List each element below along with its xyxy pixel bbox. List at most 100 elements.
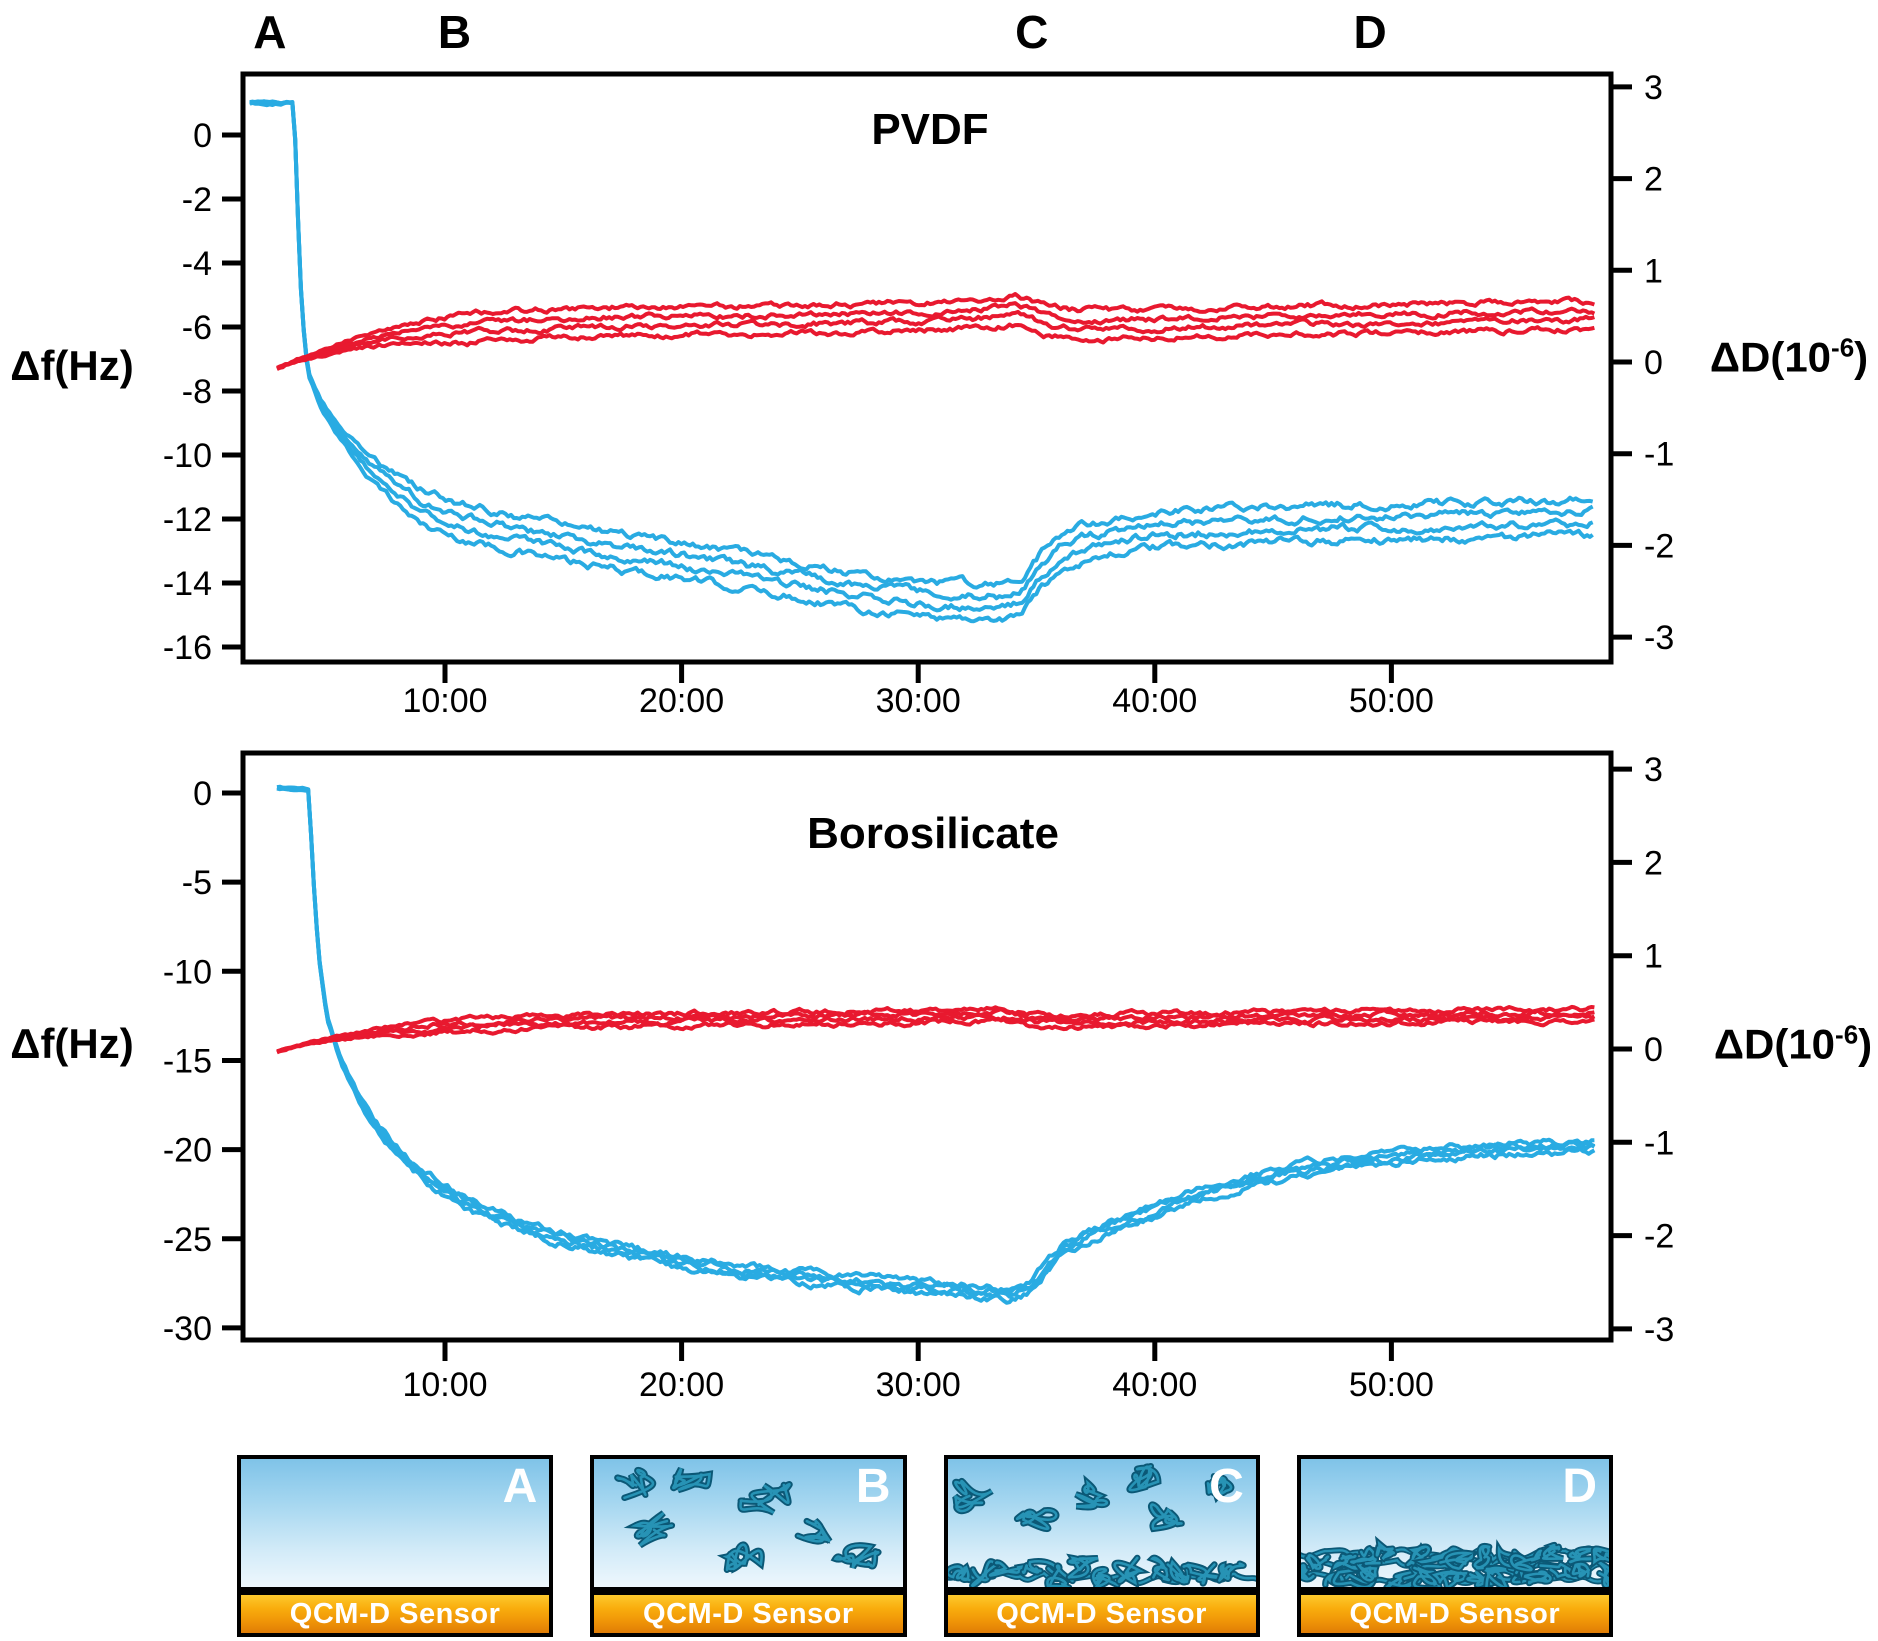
right-tick-label: -1 [1644,1124,1674,1162]
borosilicate-chart: 0 -5 -10 -15 -20 -25 -30 3 2 1 0 -1 -2 -3 10:00 20:00 30… [163,750,1674,1404]
molecule-highlight [1473,1544,1491,1570]
left-axis-ticks: 0 -5 -10 -15 -20 -25 -30 [163,775,243,1348]
borosilicate-frequency_shift-curves [276,784,1596,1305]
molecule-highlight [1149,1556,1171,1582]
molecule-highlight [1349,1546,1381,1565]
right-axis-ticks: 3 2 1 0 -1 -2 -3 [1611,69,1674,657]
right-tick-label: 2 [1644,844,1663,882]
right-tick-label: -2 [1644,1218,1674,1256]
molecule-highlight [988,1561,1030,1577]
trace [249,99,1594,602]
molecule-highlight [616,1468,655,1500]
molecule-highlight [1127,1464,1160,1492]
left-tick-label: -25 [163,1221,212,1259]
panel-b-letter: B [855,1460,891,1513]
right-tick-label: -1 [1644,436,1674,474]
molecule-outline [717,1541,766,1574]
molecule-highlight [722,1543,764,1572]
left-tick-label: -6 [182,309,212,347]
left-tick-label: -14 [163,565,212,603]
left-tick-label: -20 [163,1132,212,1170]
molecule-highlight [1592,1547,1609,1565]
trace [276,785,1596,1305]
trace [276,786,1596,1299]
molecule-highlight [1571,1562,1590,1578]
molecule-highlight [1431,1568,1468,1587]
trace [276,309,1596,371]
left-tick-label: -16 [163,629,212,667]
x-tick-label: 20:00 [639,1366,724,1404]
molecule-highlight [953,1479,993,1513]
stage-letter: C [1015,6,1048,58]
panel-c-letter: C [1209,1460,1244,1513]
x-tick-label: 50:00 [1349,1366,1434,1404]
molecule-highlight [1166,1559,1190,1584]
left-tick-label: -12 [163,501,212,539]
stage-letter: B [438,6,471,58]
x-tick-label: 30:00 [876,1366,961,1404]
pvdf-frequency_shift-curves [249,99,1594,624]
panel-d-letter: D [1562,1460,1597,1513]
trace [276,1011,1596,1054]
pvdf-left-axis-label: Δf(Hz) [10,342,134,389]
molecule-highlight [1541,1543,1564,1561]
panel-a-sensor: QCM-D Sensor [237,1591,554,1637]
borosilicate-left-axis-label: Δf(Hz) [10,1020,134,1067]
borosilicate-dissipation_shift-curves [276,1004,1596,1055]
trace [276,292,1596,370]
left-tick-label: -10 [163,437,212,475]
molecule-highlight [1385,1570,1417,1587]
borosilicate-right-axis-label: ΔD(10-6) [1713,1019,1873,1068]
panel-a-letter: A [502,1460,538,1513]
molecule-highlight [672,1467,712,1492]
molecule-highlight [1305,1554,1330,1570]
stage-letter: D [1353,6,1386,58]
molecule-highlight [1112,1556,1144,1586]
molecule-highlight [1416,1547,1461,1564]
trace [276,1007,1595,1055]
stage-letter: A [253,6,286,58]
panel-d-molecules [1300,1535,1609,1587]
x-axis-ticks: 10:00 20:00 30:00 40:00 50:00 [402,1340,1434,1404]
molecule-highlight [1074,1479,1108,1509]
molecule-highlight [1091,1567,1119,1587]
molecule-highlight [1181,1563,1220,1585]
plot-frame [240,71,1614,665]
panel-d-solution: D [1296,1455,1613,1591]
right-tick-label: 1 [1644,252,1663,290]
panel-a-solution: A [237,1455,554,1591]
molecule-highlight [1015,1509,1057,1530]
left-tick-label: -30 [163,1310,212,1348]
right-tick-label: 0 [1644,344,1663,382]
x-tick-label: 50:00 [1349,682,1434,720]
right-tick-label: -3 [1644,619,1674,657]
left-axis-ticks: 0 -2 -4 -6 -8 -10 -12 -14 -16 [163,117,243,667]
right-tick-label: 1 [1644,938,1663,976]
trace [276,301,1596,371]
panel-b-solution: B [590,1455,907,1591]
molecule-highlight [1217,1562,1245,1582]
right-axis-ticks: 3 2 1 0 -1 -2 -3 [1611,751,1674,1349]
trace [249,100,1594,613]
x-axis-ticks: 10:00 20:00 30:00 40:00 50:00 [402,662,1434,720]
molecule-highlight [1206,1474,1232,1500]
right-tick-label: 2 [1644,161,1663,199]
trace [276,785,1595,1295]
trace [276,784,1596,1296]
pvdf-dissipation_shift-curves [276,292,1596,371]
molecule-highlight [947,1565,971,1582]
molecule-highlight [1438,1551,1474,1570]
x-tick-label: 10:00 [402,682,487,720]
x-tick-label: 10:00 [402,1366,487,1404]
right-tick-label: 0 [1644,1031,1663,1069]
molecule-highlight [1045,1564,1074,1587]
trace [249,99,1594,624]
pvdf-right-axis-label: ΔD(10-6) [1709,332,1869,381]
stage-panel-b: B QCM-D Sensor [590,1455,907,1637]
stage-panels-row: A QCM-D Sensor B QCM-D Sensor C QCM-D Se… [237,1455,1613,1637]
panel-d-sensor: QCM-D Sensor [1296,1591,1613,1637]
trace [276,1004,1595,1054]
molecule-highlight [1149,1503,1183,1531]
molecule-highlight [1067,1556,1098,1579]
